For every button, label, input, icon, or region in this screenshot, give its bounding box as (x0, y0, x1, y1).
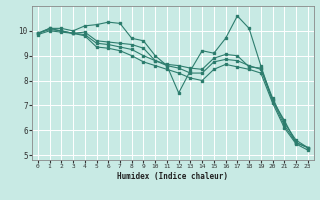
X-axis label: Humidex (Indice chaleur): Humidex (Indice chaleur) (117, 172, 228, 181)
